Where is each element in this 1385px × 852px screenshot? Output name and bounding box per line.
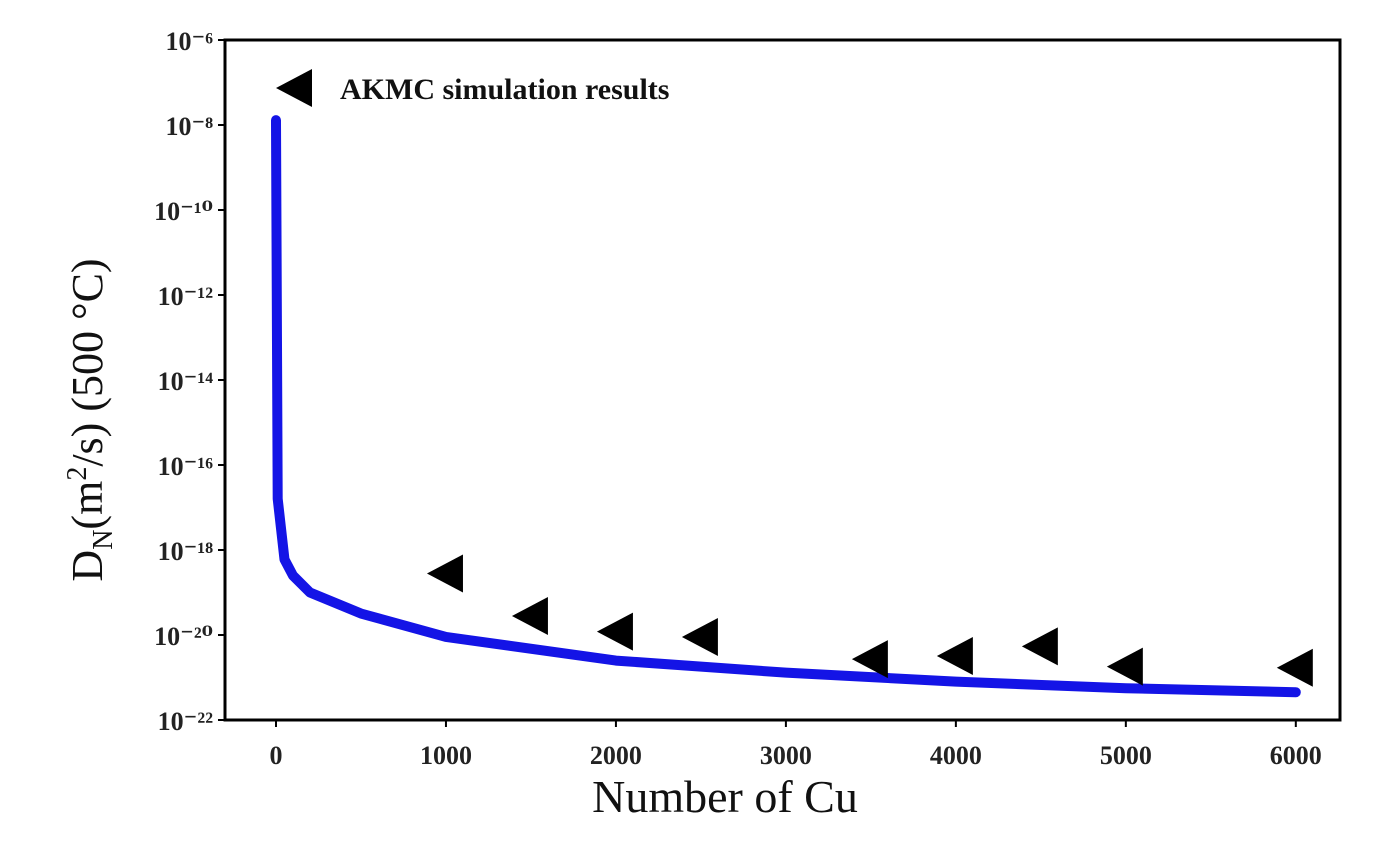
data-line	[270, 115, 1301, 698]
plot-frame	[223, 38, 1342, 722]
x-tick-label: 0	[269, 741, 282, 770]
x-tick-label: 4000	[930, 741, 982, 770]
y-tick-label: 10⁻⁶	[165, 27, 213, 56]
y-tick-label: 10⁻⁸	[165, 112, 213, 141]
x-tick-label: 3000	[760, 741, 812, 770]
x-tick-label: 2000	[590, 741, 642, 770]
marker	[851, 640, 888, 679]
x-tick-label: 5000	[1100, 741, 1152, 770]
y-tick-label: 10⁻¹⁸	[158, 537, 214, 566]
marker	[1021, 627, 1058, 666]
y-tick-label: 10⁻²²	[158, 707, 214, 736]
y-label-sup: 2	[62, 467, 93, 481]
marker	[1106, 647, 1143, 686]
y-tick-label: 10⁻¹⁶	[158, 452, 214, 481]
x-axis-label: Number of Cu	[592, 771, 858, 822]
y-tick-label: 10⁻¹²	[158, 282, 214, 311]
y-label-sub: N	[88, 530, 119, 550]
marker	[681, 617, 718, 656]
x-tick-label: 1000	[420, 741, 472, 770]
y-axis-label: DN(m2/s) (500 °C)	[62, 258, 119, 581]
marker	[596, 612, 633, 651]
marker	[936, 637, 973, 676]
y-tick-label: 10⁻²⁰	[154, 622, 213, 651]
legend-label: AKMC simulation results	[340, 73, 669, 106]
y-label-part: /s) (500 °C)	[63, 258, 112, 466]
marker	[511, 596, 548, 635]
legend-marker	[276, 69, 312, 107]
y-tick-label: 10⁻¹⁰	[154, 197, 213, 226]
x-tick-label: 6000	[1270, 741, 1322, 770]
y-label-part: D	[63, 550, 112, 582]
y-label-part: (m	[63, 481, 112, 530]
marker	[426, 554, 463, 593]
marker	[1276, 648, 1313, 687]
y-tick-label: 10⁻¹⁴	[158, 367, 214, 396]
